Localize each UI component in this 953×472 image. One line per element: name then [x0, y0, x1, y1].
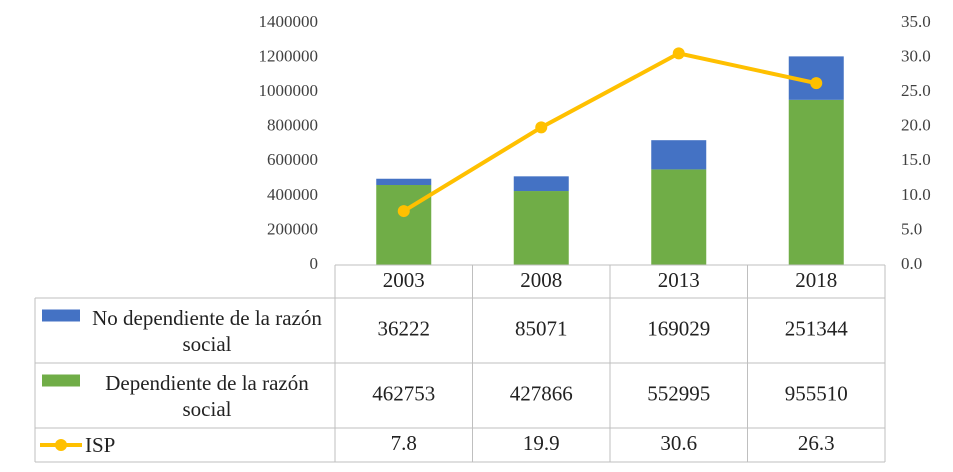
bar — [788, 99, 844, 265]
x-tick-label: 2008 — [520, 268, 562, 292]
legend-key — [42, 374, 80, 387]
y-tick-label: 200000 — [267, 219, 318, 238]
bar — [513, 191, 569, 265]
bar — [651, 169, 707, 265]
y2-tick-label: 10.0 — [901, 185, 931, 204]
legend-label: ISP — [85, 433, 116, 457]
line — [402, 51, 817, 213]
line-marker — [810, 77, 823, 90]
table-value: 552995 — [647, 381, 710, 405]
y2-tick-label: 25.0 — [901, 81, 931, 100]
y-tick-label: 1200000 — [259, 46, 319, 65]
bar — [651, 140, 707, 170]
line-marker — [672, 47, 685, 60]
table-value: 85071 — [515, 316, 568, 340]
x-tick-label: 2013 — [658, 268, 700, 292]
table-value: 30.6 — [660, 431, 697, 455]
y-tick-label: 400000 — [267, 185, 318, 204]
bar — [376, 178, 432, 186]
y2-tick-label: 0.0 — [901, 254, 922, 273]
table-value: 36222 — [378, 316, 431, 340]
y2-tick-label: 15.0 — [901, 150, 931, 169]
table-value: 7.8 — [391, 431, 417, 455]
table-value: 19.9 — [523, 431, 560, 455]
y2-tick-label: 20.0 — [901, 116, 931, 135]
table-value: 251344 — [785, 316, 849, 340]
legend-label: No dependiente de la razón social — [92, 305, 322, 356]
table-value: 955510 — [785, 381, 848, 405]
y-tick-label: 800000 — [267, 116, 318, 135]
table-value: 26.3 — [798, 431, 835, 455]
legend-key — [42, 309, 80, 322]
line-marker — [397, 205, 410, 218]
table-value: 169029 — [647, 316, 710, 340]
x-tick-label: 2018 — [795, 268, 837, 292]
legend-key-marker — [55, 439, 67, 451]
bar — [513, 176, 569, 192]
y-tick-label: 1400000 — [259, 12, 319, 31]
y2-tick-label: 35.0 — [901, 12, 931, 31]
y-tick-label: 0 — [310, 254, 319, 273]
legend-label: Dependiente de la razón social — [105, 370, 309, 421]
table-value: 427866 — [510, 381, 573, 405]
y2-tick-label: 5.0 — [901, 219, 922, 238]
x-tick-label: 2003 — [383, 268, 425, 292]
line-marker — [535, 121, 548, 134]
y2-tick-label: 30.0 — [901, 46, 931, 65]
table-value: 462753 — [372, 381, 435, 405]
bar — [376, 185, 432, 265]
y-tick-label: 600000 — [267, 150, 318, 169]
y-tick-label: 1000000 — [259, 81, 319, 100]
